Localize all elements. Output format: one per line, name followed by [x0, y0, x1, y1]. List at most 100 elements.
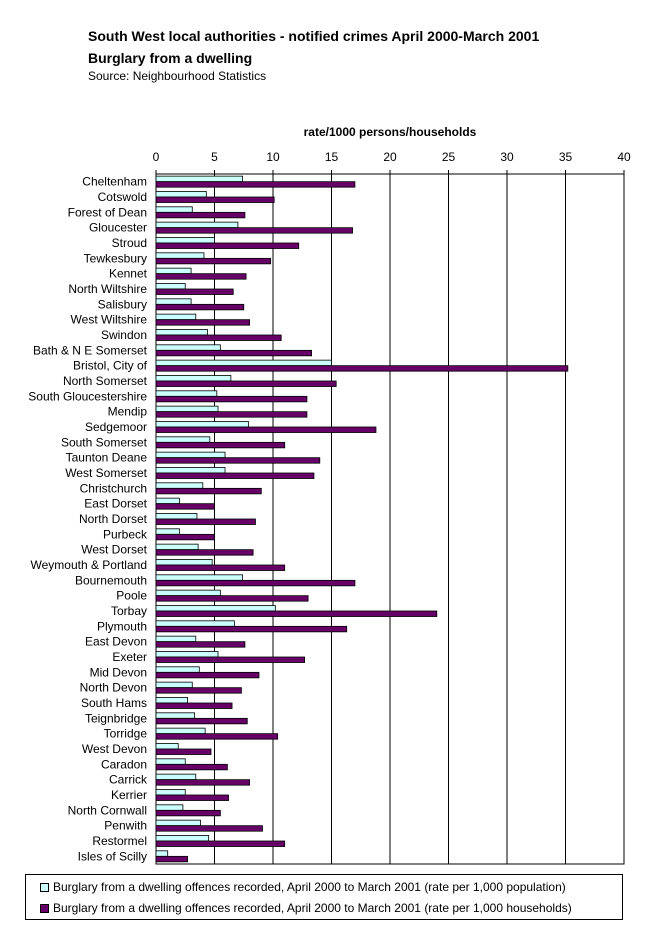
bar-households — [155, 533, 215, 541]
x-tick-label: 20 — [383, 150, 397, 164]
category-label: Bath & N E Somerset — [33, 343, 148, 357]
x-tick-label: 30 — [500, 150, 514, 164]
category-label: Kerrier — [111, 788, 147, 802]
x-tick-label: 10 — [266, 150, 280, 164]
bar-population — [155, 252, 205, 259]
bar-households — [155, 457, 321, 464]
category-label: Gloucester — [89, 221, 147, 235]
category-label: North Devon — [80, 681, 147, 695]
x-tick-label: 40 — [617, 150, 631, 164]
bar-population — [155, 804, 184, 811]
legend-swatch-households — [40, 903, 49, 913]
legend-label-households: Burglary from a dwelling offences record… — [53, 901, 572, 915]
bar-population — [155, 850, 169, 857]
category-label: Torridge — [104, 727, 148, 741]
x-tick-label: 5 — [211, 150, 218, 164]
bar-households — [155, 395, 308, 403]
category-label: South Gloucestershire — [28, 389, 147, 403]
bar-population — [155, 697, 188, 704]
x-tick-label: 15 — [325, 150, 339, 164]
category-label: Bristol, City of — [73, 359, 148, 373]
bar-population — [155, 743, 179, 750]
category-label: North Cornwall — [68, 803, 147, 817]
bar-households — [155, 671, 260, 679]
bar-population — [155, 666, 200, 673]
category-label: East Devon — [85, 635, 147, 649]
chart-source: Source: Neighbourhood Statistics — [88, 69, 267, 83]
bar-population — [155, 835, 210, 842]
bar-population — [155, 712, 196, 719]
bar-households — [155, 855, 188, 863]
category-label: Mendip — [108, 405, 148, 419]
x-tick-label: 0 — [153, 150, 160, 164]
category-label: North Dorset — [79, 512, 148, 526]
bar-population — [155, 451, 226, 459]
bar-population — [155, 513, 198, 520]
bar-population — [155, 313, 197, 321]
bar-households — [155, 625, 348, 633]
bar-households — [155, 564, 286, 571]
category-label: West Dorset — [81, 543, 147, 557]
bar-population — [155, 528, 180, 535]
bar-population — [155, 206, 193, 213]
bar-households — [155, 518, 256, 525]
category-label: Teignbridge — [85, 711, 147, 725]
category-label: West Wiltshire — [71, 313, 148, 327]
bar-households — [155, 549, 254, 556]
bar-population — [155, 191, 207, 198]
bar-population — [155, 789, 186, 796]
category-label: Plymouth — [97, 619, 147, 633]
legend-label-population: Burglary from a dwelling offences record… — [53, 880, 566, 894]
category-label: Forest of Dean — [68, 205, 147, 219]
bar-households — [155, 349, 313, 357]
bar-population — [155, 237, 215, 244]
bar-population — [155, 298, 192, 305]
bar-population — [155, 221, 239, 229]
bar-population — [155, 344, 221, 351]
bar-households — [155, 687, 242, 694]
category-label: Cheltenham — [82, 175, 147, 189]
bar-population — [155, 681, 193, 689]
bar-households — [155, 763, 228, 771]
category-label: West Devon — [82, 742, 147, 756]
bar-population — [155, 175, 243, 183]
category-label: Purbeck — [103, 527, 148, 541]
category-label: Poole — [116, 589, 147, 603]
category-label: Restormel — [92, 834, 147, 848]
bar-population — [155, 482, 204, 489]
bar-population — [155, 773, 197, 781]
bar-population — [155, 329, 208, 336]
bar-population — [155, 543, 199, 551]
chart-subtitle: Burglary from a dwelling — [88, 50, 253, 66]
category-label: Cotswold — [98, 190, 147, 204]
bar-households — [155, 840, 286, 847]
category-label: Weymouth & Portland — [30, 558, 147, 572]
category-label: Carrick — [109, 773, 148, 787]
category-label: Exeter — [112, 650, 147, 664]
bar-population — [155, 497, 180, 505]
bar-households — [155, 809, 221, 817]
bar-households — [155, 257, 272, 265]
bar-population — [155, 359, 332, 367]
chart-title: South West local authorities - notified … — [88, 28, 540, 44]
bar-households — [155, 825, 263, 832]
bar-households — [155, 411, 308, 418]
legend: Burglary from a dwelling offences record… — [25, 874, 623, 920]
bar-households — [155, 779, 250, 786]
bar-population — [155, 405, 219, 413]
bar-households — [155, 487, 262, 495]
category-label: Caradon — [101, 757, 147, 771]
bar-households — [155, 303, 245, 311]
bar-households — [155, 472, 315, 479]
category-label: Penwith — [104, 819, 147, 833]
bar-households — [155, 610, 438, 617]
bar-households — [155, 273, 247, 280]
category-label: Christchurch — [80, 481, 147, 495]
x-axis-label: rate/1000 persons/households — [304, 125, 477, 139]
category-label: South Hams — [81, 696, 147, 710]
bar-households — [155, 503, 215, 510]
category-label: Tewkesbury — [84, 251, 147, 265]
bar-households — [155, 242, 300, 249]
bar-population — [155, 574, 243, 581]
bar-households — [155, 380, 337, 387]
